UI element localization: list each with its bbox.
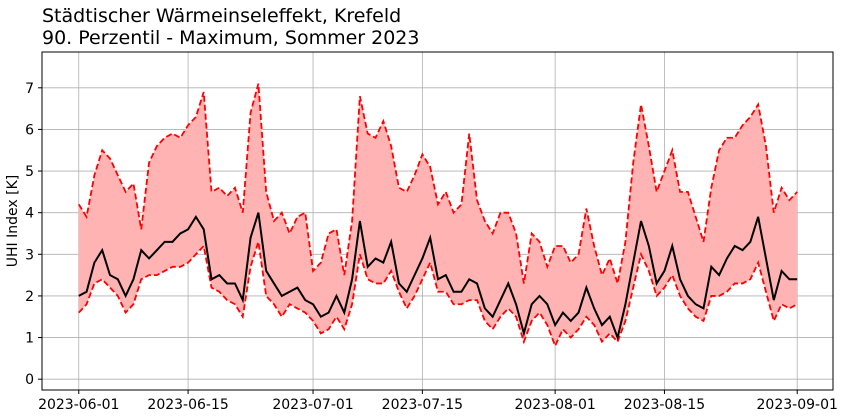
x-tick-label: 2023-08-15 (624, 397, 705, 413)
series-line (78, 241, 798, 349)
y-tick-label: 0 (25, 372, 34, 388)
x-tick-label: 2023-09-01 (757, 397, 838, 413)
plot-frame (41, 51, 834, 391)
y-tick-label: 4 (25, 206, 34, 222)
y-tick-label: 3 (25, 247, 34, 263)
series-line (78, 212, 798, 341)
band-fill (78, 83, 798, 346)
x-tick-label: 2023-07-01 (272, 397, 353, 413)
chart-subtitle: 90. Perzentil - Maximum, Sommer 2023 (42, 27, 419, 49)
chart-title: Städtischer Wärmeinseleffekt, Krefeld (42, 5, 401, 27)
series-line (78, 83, 798, 284)
y-tick-label: 6 (25, 122, 34, 138)
x-tick-label: 2023-06-15 (147, 397, 228, 413)
y-tick-label: 1 (25, 331, 34, 347)
x-tick-label: 2023-06-01 (38, 397, 119, 413)
x-tick-label: 2023-08-01 (514, 397, 595, 413)
y-tick-label: 7 (25, 81, 34, 97)
x-tick-label: 2023-07-15 (382, 397, 463, 413)
y-tick-label: 2 (25, 289, 34, 305)
y-tick-label: 5 (25, 164, 34, 180)
y-axis-label: UHI Index [K] (5, 175, 21, 267)
